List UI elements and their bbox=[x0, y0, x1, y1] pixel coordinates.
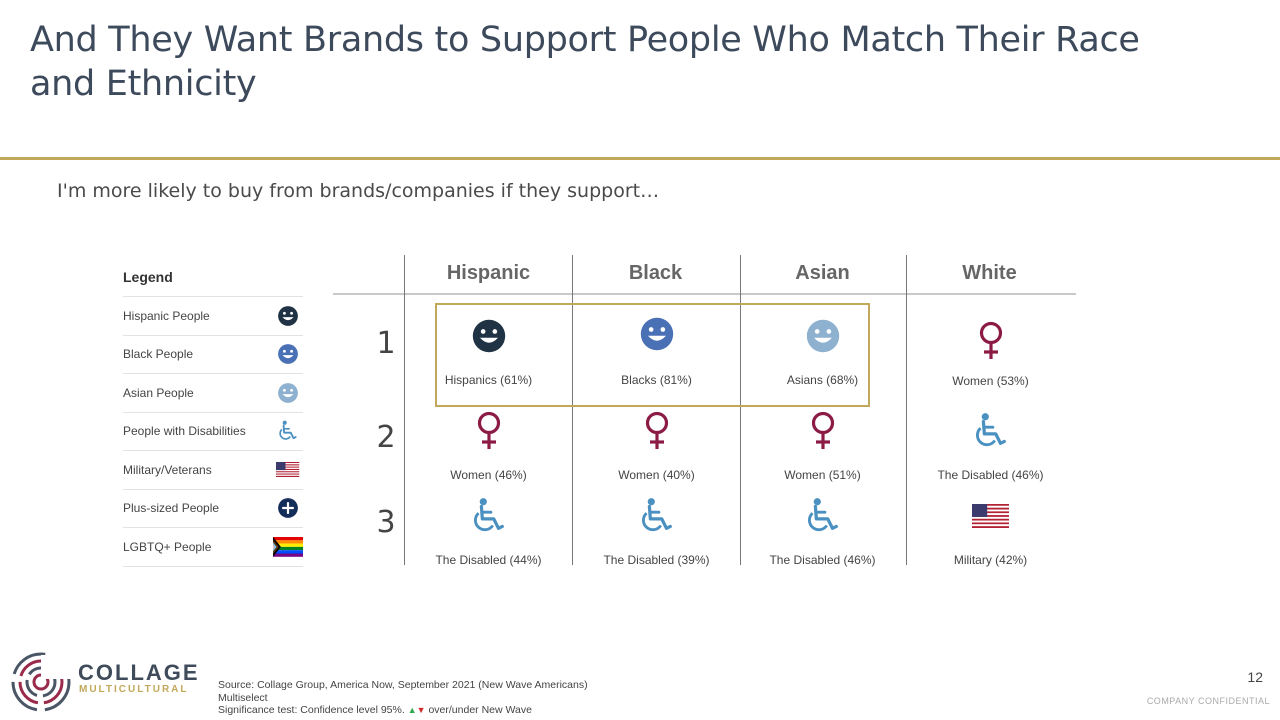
column-divider bbox=[740, 255, 741, 565]
cell-caption: Women (53%) bbox=[952, 374, 1029, 388]
significance-text: Significance test: Confidence level 95%.… bbox=[218, 704, 588, 717]
legend-heading: Legend bbox=[123, 262, 303, 297]
title-divider bbox=[0, 157, 1280, 160]
column-divider bbox=[906, 255, 907, 565]
wheelchair-icon bbox=[470, 493, 508, 539]
rank-label: 3 bbox=[376, 505, 396, 540]
legend-label: People with Disabilities bbox=[123, 424, 246, 439]
legend-item-disabilities: People with Disabilities bbox=[123, 413, 303, 451]
cell-caption: Women (46%) bbox=[450, 468, 527, 482]
smiley-icon bbox=[273, 382, 303, 404]
smiley-icon bbox=[273, 305, 303, 327]
table-cell: The Disabled (39%) bbox=[573, 493, 740, 567]
legend-item-plus-sized: Plus-sized People bbox=[123, 490, 303, 528]
legend: Legend Hispanic People Black People Asia… bbox=[123, 262, 303, 567]
table-cell: Women (46%) bbox=[405, 408, 572, 482]
table-cell: Asians (68%) bbox=[739, 313, 906, 387]
us-flag-icon bbox=[273, 462, 303, 478]
legend-label: Plus-sized People bbox=[123, 501, 220, 516]
table-cell: Hispanics (61%) bbox=[405, 313, 572, 387]
cell-caption: The Disabled (46%) bbox=[769, 553, 876, 567]
cell-caption: Hispanics (61%) bbox=[444, 373, 533, 387]
smiley-icon bbox=[273, 343, 303, 365]
table-cell: Women (40%) bbox=[573, 408, 740, 482]
column-divider bbox=[572, 255, 573, 565]
triangle-up-icon: ▲ bbox=[407, 705, 417, 715]
cell-caption: Asians (68%) bbox=[786, 373, 859, 387]
source-text: Source: Collage Group, America Now, Sept… bbox=[218, 679, 588, 691]
cell-caption: Military (42%) bbox=[953, 553, 1028, 567]
female-icon bbox=[809, 408, 837, 454]
logo-tagline: MULTICULTURAL bbox=[79, 684, 189, 695]
legend-label: Asian People bbox=[123, 385, 194, 400]
table-cell: Military (42%) bbox=[907, 493, 1074, 567]
female-icon bbox=[977, 318, 1005, 364]
significance-prefix: Significance test: Confidence level 95%. bbox=[218, 704, 405, 716]
legend-label: LGBTQ+ People bbox=[123, 539, 212, 554]
page-number: 12 bbox=[1247, 669, 1263, 685]
logo-name: COLLAGE bbox=[78, 660, 200, 685]
legend-label: Military/Veterans bbox=[123, 462, 212, 477]
table-cell: Women (51%) bbox=[739, 408, 906, 482]
smiley-icon bbox=[471, 313, 507, 359]
column-header-black: Black bbox=[628, 262, 683, 284]
highlight-box bbox=[435, 303, 870, 407]
confidential-label: COMPANY CONFIDENTIAL bbox=[1146, 696, 1270, 706]
page-title: And They Want Brands to Support People W… bbox=[30, 20, 1140, 104]
cell-caption: The Disabled (46%) bbox=[937, 468, 1044, 482]
female-icon bbox=[643, 408, 671, 454]
column-header-hispanic: Hispanic bbox=[446, 262, 531, 284]
method-text: Multiselect bbox=[218, 691, 268, 704]
column-divider bbox=[404, 255, 405, 565]
cell-caption: Women (51%) bbox=[784, 468, 861, 482]
cell-caption: Blacks (81%) bbox=[621, 373, 692, 387]
table-cell: The Disabled (46%) bbox=[739, 493, 906, 567]
cell-caption: Women (40%) bbox=[618, 468, 695, 482]
progress-pride-flag-icon bbox=[273, 536, 303, 557]
source-note: Source: Collage Group, America Now, Sept… bbox=[218, 679, 588, 717]
wheelchair-icon bbox=[273, 420, 303, 442]
header-divider bbox=[333, 293, 1076, 295]
rank-label: 1 bbox=[376, 326, 396, 361]
subtitle: I'm more likely to buy from brands/compa… bbox=[57, 180, 660, 202]
legend-item-black: Black People bbox=[123, 336, 303, 374]
legend-label: Black People bbox=[123, 347, 194, 362]
smiley-icon bbox=[805, 313, 841, 359]
wheelchair-icon bbox=[972, 408, 1010, 454]
cell-caption: The Disabled (39%) bbox=[603, 553, 710, 567]
rank-label: 2 bbox=[376, 420, 396, 455]
wheelchair-icon bbox=[804, 493, 842, 539]
legend-item-hispanic: Hispanic People bbox=[123, 297, 303, 336]
triangle-down-icon: ▼ bbox=[416, 705, 426, 715]
table-cell: Blacks (81%) bbox=[573, 311, 740, 387]
legend-label: Hispanic People bbox=[123, 308, 210, 323]
smiley-icon bbox=[639, 311, 675, 357]
significance-suffix: over/under New Wave bbox=[428, 704, 532, 716]
collage-logo-icon bbox=[11, 652, 78, 712]
plus-circle-icon bbox=[273, 497, 303, 519]
legend-item-military: Military/Veterans bbox=[123, 451, 303, 490]
legend-item-lgbtq: LGBTQ+ People bbox=[123, 528, 303, 567]
column-header-white: White bbox=[962, 262, 1017, 284]
female-icon bbox=[475, 408, 503, 454]
table-cell: The Disabled (46%) bbox=[907, 408, 1074, 482]
legend-item-asian: Asian People bbox=[123, 374, 303, 413]
cell-caption: The Disabled (44%) bbox=[435, 553, 542, 567]
table-cell: Women (53%) bbox=[907, 318, 1074, 388]
table-cell: The Disabled (44%) bbox=[405, 493, 572, 567]
column-header-asian: Asian bbox=[795, 262, 850, 284]
us-flag-icon bbox=[971, 493, 1010, 539]
wheelchair-icon bbox=[638, 493, 676, 539]
